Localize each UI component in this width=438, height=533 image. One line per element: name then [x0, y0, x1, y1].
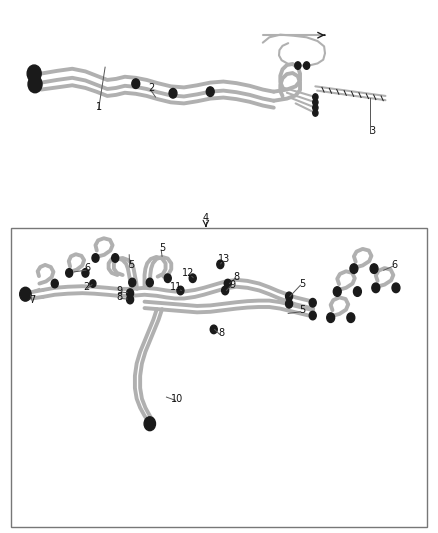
Text: 8: 8: [116, 293, 122, 302]
Circle shape: [92, 254, 99, 262]
Circle shape: [66, 269, 73, 277]
Text: 7: 7: [29, 295, 35, 304]
Text: 2: 2: [83, 282, 89, 292]
Circle shape: [327, 313, 335, 322]
Circle shape: [51, 279, 58, 288]
Text: 9: 9: [116, 286, 122, 296]
Circle shape: [313, 94, 318, 100]
Circle shape: [127, 289, 134, 297]
Circle shape: [333, 287, 341, 296]
Circle shape: [353, 287, 361, 296]
Circle shape: [206, 87, 214, 96]
Circle shape: [286, 292, 293, 301]
Circle shape: [309, 311, 316, 320]
Circle shape: [132, 79, 140, 88]
Circle shape: [20, 287, 31, 301]
Circle shape: [164, 274, 171, 282]
Text: 12: 12: [182, 268, 194, 278]
Circle shape: [177, 286, 184, 295]
Text: 9: 9: [229, 280, 235, 289]
Circle shape: [169, 88, 177, 98]
Text: 6: 6: [391, 260, 397, 270]
Text: 10: 10: [171, 394, 184, 403]
Circle shape: [189, 274, 196, 282]
Circle shape: [286, 300, 293, 308]
Text: 11: 11: [170, 282, 182, 292]
Circle shape: [313, 104, 318, 111]
Circle shape: [146, 278, 153, 287]
Text: 1: 1: [95, 102, 102, 111]
Circle shape: [112, 254, 119, 262]
Text: 13: 13: [218, 254, 230, 264]
Text: 5: 5: [159, 243, 165, 253]
Text: 5: 5: [299, 305, 305, 315]
Text: 3: 3: [369, 126, 375, 136]
Circle shape: [27, 65, 41, 82]
Circle shape: [309, 298, 316, 307]
Bar: [11, 228, 427, 527]
Circle shape: [350, 264, 358, 273]
Text: 5: 5: [128, 261, 134, 270]
Circle shape: [144, 417, 155, 431]
Circle shape: [224, 279, 231, 288]
Text: 5: 5: [299, 279, 305, 288]
Text: 8: 8: [218, 328, 224, 338]
Circle shape: [28, 76, 42, 93]
Circle shape: [82, 269, 89, 277]
Circle shape: [304, 62, 310, 69]
Text: 8: 8: [233, 272, 240, 282]
Circle shape: [90, 280, 96, 287]
Circle shape: [372, 283, 380, 293]
Circle shape: [127, 295, 134, 304]
Text: 4: 4: [203, 213, 209, 223]
Circle shape: [210, 325, 217, 334]
Circle shape: [347, 313, 355, 322]
Circle shape: [313, 99, 318, 106]
Circle shape: [217, 260, 224, 269]
Circle shape: [222, 286, 229, 295]
Text: 2: 2: [148, 83, 154, 93]
Circle shape: [295, 62, 301, 69]
Circle shape: [392, 283, 400, 293]
Circle shape: [129, 278, 136, 287]
Text: 6: 6: [85, 263, 91, 273]
Circle shape: [370, 264, 378, 273]
Circle shape: [313, 110, 318, 116]
